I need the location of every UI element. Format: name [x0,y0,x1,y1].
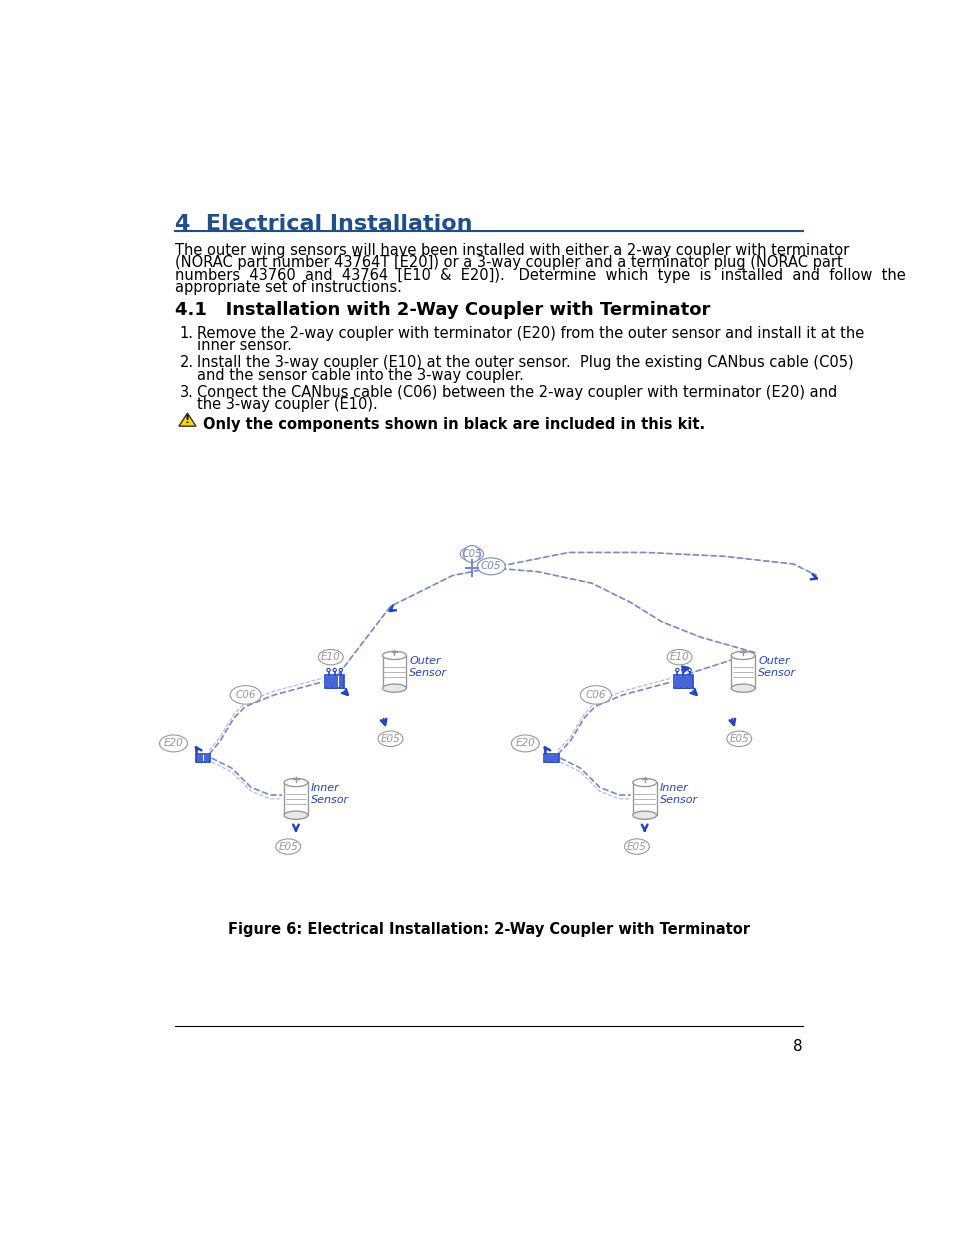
Text: E05: E05 [380,734,400,743]
Ellipse shape [275,839,300,855]
Text: C05: C05 [462,550,481,559]
Text: E20: E20 [515,739,535,748]
Text: Remove the 2-way coupler with terminator (E20) from the outer sensor and install: Remove the 2-way coupler with terminator… [196,326,863,341]
Text: E05: E05 [278,841,297,852]
Text: (NORAC part number 43764T [E20]) or a 3-way coupler and a terminator plug (NORAC: (NORAC part number 43764T [E20]) or a 3-… [174,256,841,270]
Text: C06: C06 [235,690,255,700]
FancyBboxPatch shape [196,755,202,762]
Text: appropriate set of instructions.: appropriate set of instructions. [174,280,401,295]
Text: 2.: 2. [179,356,193,370]
Text: !: ! [185,415,190,425]
Ellipse shape [159,735,187,752]
Ellipse shape [726,731,751,746]
Text: 1.: 1. [179,326,193,341]
Ellipse shape [284,811,308,819]
Ellipse shape [731,651,754,659]
FancyBboxPatch shape [195,753,210,762]
Ellipse shape [339,668,342,672]
Text: Figure 6: Electrical Installation: 2-Way Coupler with Terminator: Figure 6: Electrical Installation: 2-Way… [228,923,749,937]
Text: numbers  43760  and  43764  [E10  &  E20]).   Determine  which  type  is  instal: numbers 43760 and 43764 [E10 & E20]). De… [174,268,904,283]
FancyBboxPatch shape [326,676,331,688]
Text: Outer
Sensor: Outer Sensor [409,656,447,678]
Text: 8: 8 [792,1040,802,1055]
FancyBboxPatch shape [632,783,656,815]
FancyBboxPatch shape [731,656,754,688]
Text: 4  Electrical Installation: 4 Electrical Installation [174,214,472,233]
Ellipse shape [463,546,480,562]
Ellipse shape [459,547,483,561]
Text: C06: C06 [585,690,605,700]
Ellipse shape [579,685,611,704]
Ellipse shape [382,684,406,693]
Ellipse shape [327,668,330,672]
Ellipse shape [511,735,538,752]
Polygon shape [179,412,195,426]
Text: inner sensor.: inner sensor. [196,338,292,353]
Text: the 3-way coupler (E10).: the 3-way coupler (E10). [196,396,377,412]
Text: 4.1   Installation with 2-Way Coupler with Terminator: 4.1 Installation with 2-Way Coupler with… [174,301,710,320]
Text: E10: E10 [669,652,689,662]
Text: Outer
Sensor: Outer Sensor [758,656,796,678]
Ellipse shape [731,684,754,693]
FancyBboxPatch shape [674,676,692,688]
Ellipse shape [230,685,261,704]
Ellipse shape [476,558,505,574]
FancyBboxPatch shape [686,676,691,688]
Ellipse shape [666,650,691,664]
FancyBboxPatch shape [680,676,685,688]
FancyBboxPatch shape [544,753,558,762]
FancyBboxPatch shape [338,676,343,688]
FancyBboxPatch shape [325,676,344,688]
FancyBboxPatch shape [545,755,550,762]
Text: E20: E20 [164,739,183,748]
Ellipse shape [624,839,649,855]
Text: Connect the CANbus cable (C06) between the 2-way coupler with terminator (E20) a: Connect the CANbus cable (C06) between t… [196,384,836,400]
Text: The outer wing sensors will have been installed with either a 2-way coupler with: The outer wing sensors will have been in… [174,243,848,258]
FancyBboxPatch shape [675,676,679,688]
Ellipse shape [632,778,656,787]
Ellipse shape [382,651,406,659]
Text: C05: C05 [480,562,501,572]
Text: Install the 3-way coupler (E10) at the outer sensor.  Plug the existing CANbus c: Install the 3-way coupler (E10) at the o… [196,356,853,370]
FancyBboxPatch shape [284,783,308,815]
Text: Only the components shown in black are included in this kit.: Only the components shown in black are i… [203,417,704,432]
Ellipse shape [333,668,336,672]
Ellipse shape [318,650,343,664]
Text: E05: E05 [626,841,646,852]
Text: Inner
Sensor: Inner Sensor [659,783,697,805]
Ellipse shape [377,731,402,746]
Text: and the sensor cable into the 3-way coupler.: and the sensor cable into the 3-way coup… [196,368,523,383]
FancyBboxPatch shape [382,656,406,688]
FancyBboxPatch shape [204,755,210,762]
FancyBboxPatch shape [332,676,336,688]
FancyBboxPatch shape [552,755,558,762]
Ellipse shape [632,811,656,819]
Text: 3.: 3. [179,384,193,400]
Text: Inner
Sensor: Inner Sensor [311,783,349,805]
Ellipse shape [284,778,308,787]
Ellipse shape [675,668,679,672]
Ellipse shape [681,668,684,672]
Text: E10: E10 [320,652,340,662]
Ellipse shape [687,668,691,672]
Text: E05: E05 [729,734,748,743]
